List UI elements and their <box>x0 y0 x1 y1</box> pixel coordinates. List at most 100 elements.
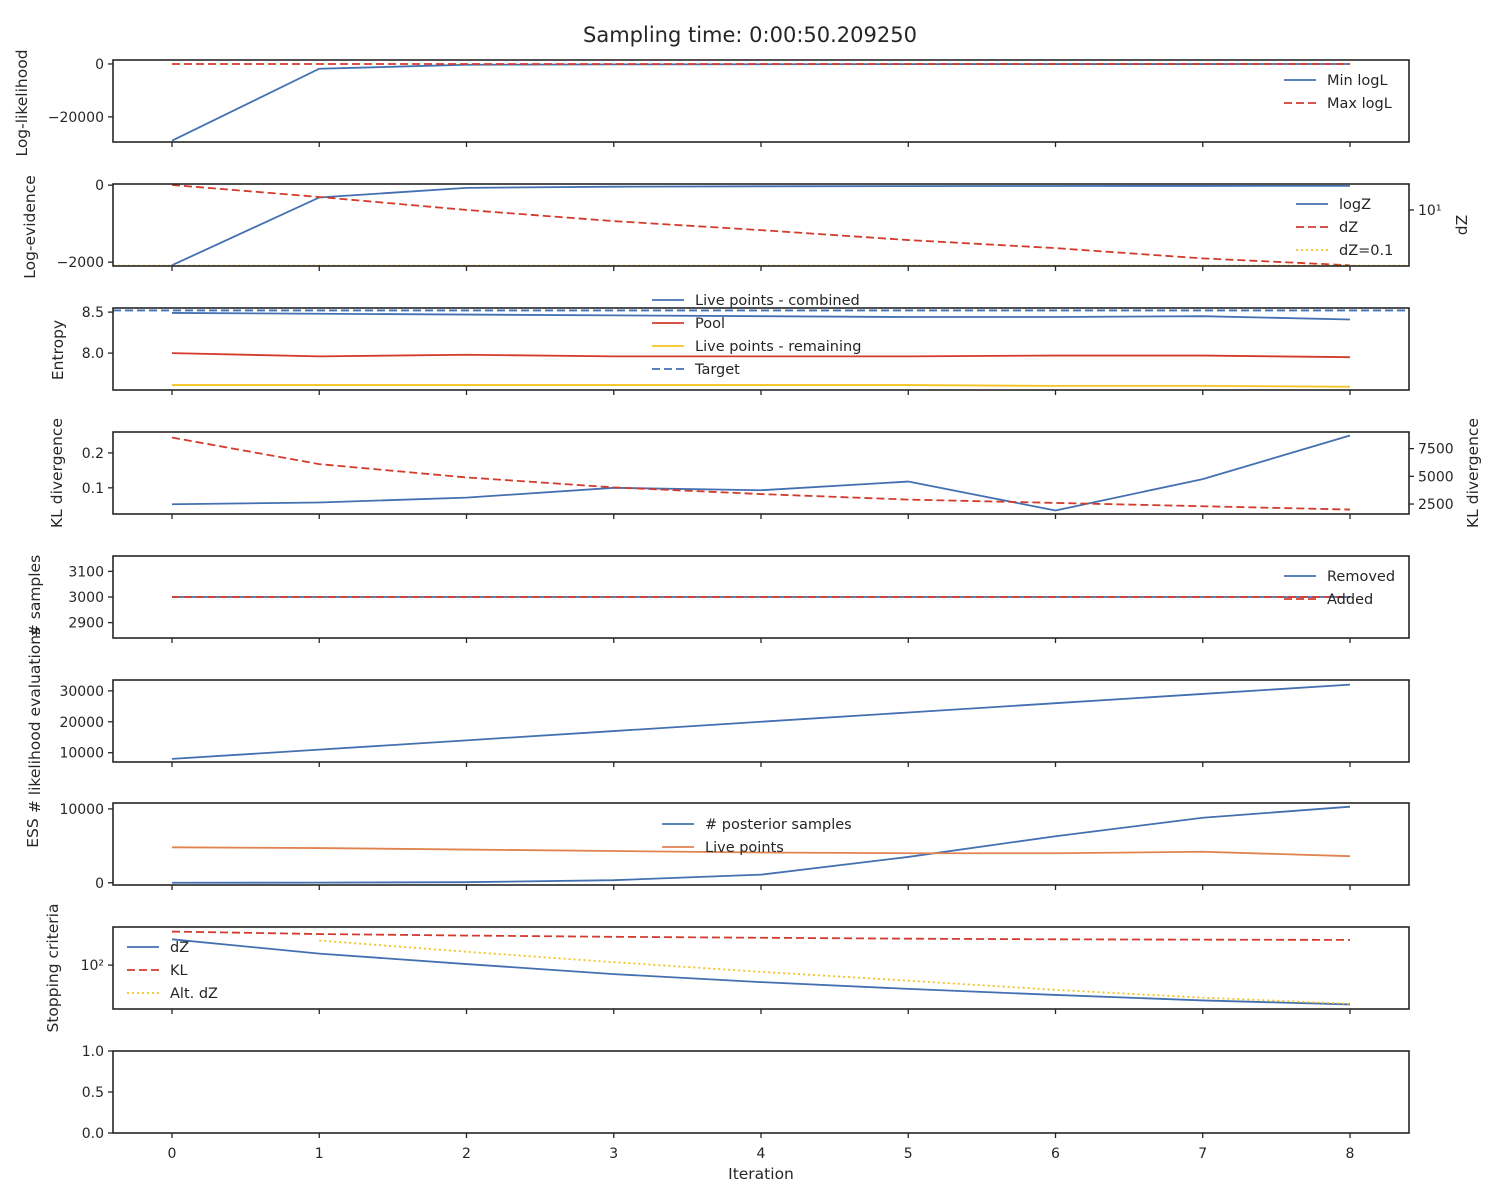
y2-tick-label: 7500 <box>1418 442 1454 458</box>
series-line-live-points-combined <box>171 312 1351 321</box>
legend: # posterior samples Live points <box>662 817 852 856</box>
legend-label: Alt. dZ <box>170 986 218 1002</box>
legend-label: Removed <box>1327 569 1395 585</box>
y-tick-label: −20000 <box>48 110 104 126</box>
x-tick-label: 8 <box>1346 1146 1355 1162</box>
legend: dZ KL Alt. dZ <box>127 940 218 1002</box>
legend: Min logL Max logL <box>1284 73 1392 112</box>
y-tick-label: 0.5 <box>82 1085 104 1101</box>
y-tick-label: 0 <box>95 876 104 892</box>
panel-2-lines <box>113 184 1409 266</box>
y-axis-label: Log-evidence <box>21 175 39 279</box>
y-tick-label: 30000 <box>59 684 104 700</box>
y-tick-label: 10000 <box>59 802 104 818</box>
y-tick-label: 0 <box>95 178 104 194</box>
series-line-min-logl <box>171 63 1351 142</box>
y-tick-label: 0.1 <box>82 481 104 497</box>
y-axis-label: # samples <box>26 555 44 637</box>
y-tick-label: 3100 <box>68 564 104 580</box>
panel-6-lines <box>171 683 1351 760</box>
y-tick-label: 0.0 <box>82 1126 104 1142</box>
x-tick-label: 0 <box>168 1146 177 1162</box>
panel-4: 0.2 0.1 7500 5000 2500 KL divergence KL diverg… <box>48 418 1482 528</box>
series-line-alt-dz <box>319 939 1351 1005</box>
y-tick-label: −2000 <box>57 255 104 271</box>
panel-1: 0 −20000 Log-likelihood Min logL Max logL <box>13 49 1410 157</box>
panel-8: 10² Stopping criteria dZ KL Alt. dZ <box>44 904 1410 1033</box>
series-line-logz <box>171 184 1351 266</box>
x-tick-label: 5 <box>904 1146 913 1162</box>
x-axis-label: Iteration <box>728 1165 794 1183</box>
legend-label: Min logL <box>1327 73 1388 89</box>
y2-tick-label: 2500 <box>1418 497 1454 513</box>
figure-title: Sampling time: 0:00:50.209250 <box>583 23 917 47</box>
x-tick-label: 4 <box>757 1146 766 1162</box>
series-line-live-points <box>171 846 1351 858</box>
panel-5: 3100 3000 2900 # samples Removed Added <box>26 555 1410 643</box>
x-tick-label: 7 <box>1198 1146 1207 1162</box>
legend-label: Target <box>694 362 740 378</box>
x-tick-label: 2 <box>462 1146 471 1162</box>
x-tick-label: 3 <box>609 1146 618 1162</box>
panel-8-lines <box>171 930 1351 1006</box>
legend-label: Live points - remaining <box>695 339 861 355</box>
axes-frame <box>112 431 1410 515</box>
y-tick-label: 10000 <box>59 746 104 762</box>
series-line-0 <box>171 434 1351 512</box>
axes-frame <box>112 926 1410 1010</box>
legend-label: Added <box>1327 592 1373 608</box>
x-tick-label: 6 <box>1051 1146 1060 1162</box>
legend-label: dZ <box>170 940 189 956</box>
series-line-kl <box>171 930 1351 941</box>
y-tick-label: 1.0 <box>82 1044 104 1060</box>
series-line-dz <box>171 184 1351 266</box>
panel-2: 0 −2000 10¹ dZ Log-evidence logZ dZ dZ=0.1 <box>21 175 1471 279</box>
y-tick-label: 2900 <box>68 616 104 632</box>
y-axis-label: Entropy <box>49 320 67 380</box>
panel-7: 10000 0 ESS # posterior samples Live points <box>24 802 1410 892</box>
panel-6: 30000 20000 10000 # likelihood evaluations <box>26 627 1410 813</box>
y-tick-label: 0.2 <box>82 446 104 462</box>
panel-9: 1.0 0.5 0.0 0 1 2 3 4 5 6 7 8 <box>82 1044 1410 1162</box>
y-axis-label: Log-likelihood <box>13 49 31 156</box>
y-axis-label: # likelihood evaluations <box>26 627 44 813</box>
legend-label: Live points <box>705 840 784 856</box>
series-line-live-points-remaining <box>172 384 1351 388</box>
series-line-pool <box>171 352 1351 359</box>
y-tick-label: 20000 <box>59 715 104 731</box>
y-tick-label: 3000 <box>68 590 104 606</box>
series-line--posterior-samples <box>171 805 1351 884</box>
legend-label: Live points - combined <box>695 293 860 309</box>
series-line-0 <box>171 683 1351 760</box>
y2-tick-label: 10¹ <box>1418 203 1441 219</box>
y2-axis-label: KL divergence <box>1464 418 1482 528</box>
y-axis-label: KL divergence <box>48 418 66 528</box>
y-axis-label: ESS <box>24 818 42 847</box>
legend-label: dZ=0.1 <box>1339 243 1393 259</box>
series-line-dz <box>171 938 1351 1006</box>
y-tick-label: 8.5 <box>82 305 104 321</box>
panel-1-lines <box>171 63 1351 142</box>
y-axis-label: Stopping criteria <box>44 904 62 1033</box>
x-tick-label: 1 <box>315 1146 324 1162</box>
y-tick-label: 8.0 <box>82 346 104 362</box>
y-tick-label: 0 <box>95 57 104 73</box>
axes-frame <box>112 1050 1410 1134</box>
legend-label: logZ <box>1339 197 1371 213</box>
legend-label: Pool <box>695 316 725 332</box>
y2-tick-label: 5000 <box>1418 469 1454 485</box>
panel-4-lines <box>171 434 1351 512</box>
legend: Live points - combined Pool Live points - … <box>652 293 861 378</box>
panel-3-lines <box>113 309 1409 388</box>
legend-label: KL <box>170 963 188 979</box>
y-tick-label: 10² <box>81 958 104 974</box>
legend: Removed Added <box>1284 569 1395 608</box>
panel-7-lines <box>171 805 1351 884</box>
legend-label: dZ <box>1339 220 1358 236</box>
legend-label: Max logL <box>1327 96 1392 112</box>
axes-frame <box>112 59 1410 143</box>
legend: logZ dZ dZ=0.1 <box>1296 197 1393 259</box>
